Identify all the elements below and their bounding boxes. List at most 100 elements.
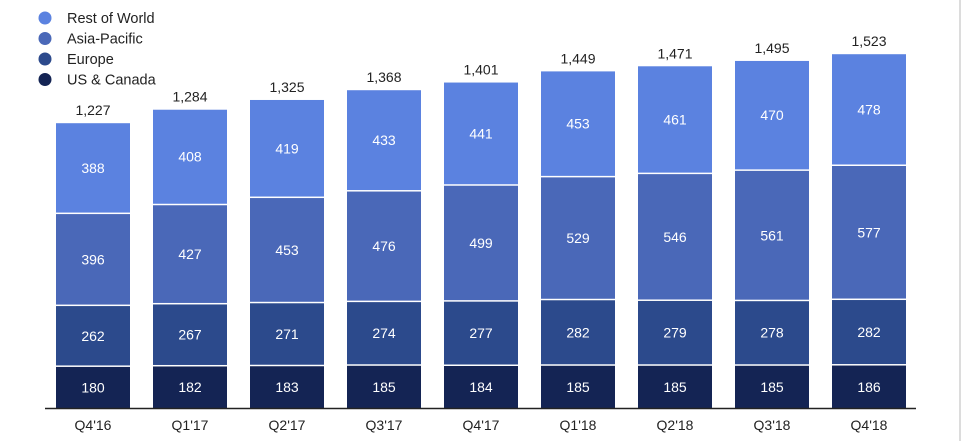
bar-segment-asia-pacific bbox=[153, 205, 227, 303]
legend-label: Europe bbox=[67, 52, 114, 68]
bar-total-label: 1,401 bbox=[463, 62, 498, 78]
legend-swatch bbox=[38, 52, 52, 66]
segment-value-label: 419 bbox=[275, 140, 299, 156]
x-tick-label: Q3'18 bbox=[754, 417, 791, 433]
legend-label: US & Canada bbox=[67, 73, 157, 89]
x-tick-label: Q4'18 bbox=[851, 417, 888, 433]
bar-segment-rest-of-world bbox=[832, 54, 906, 165]
segment-value-label: 184 bbox=[469, 379, 493, 395]
bar-segment-rest-of-world bbox=[444, 82, 518, 185]
segment-value-label: 180 bbox=[81, 379, 105, 395]
x-tick-label: Q3'17 bbox=[366, 417, 403, 433]
segment-value-label: 478 bbox=[857, 101, 881, 117]
bar-total-label: 1,284 bbox=[172, 89, 207, 105]
segment-value-label: 185 bbox=[760, 379, 784, 395]
segment-value-label: 396 bbox=[81, 251, 105, 267]
bar-segment-asia-pacific bbox=[56, 214, 130, 305]
segment-value-label: 408 bbox=[178, 149, 202, 165]
segment-value-label: 388 bbox=[81, 160, 105, 176]
legend: Rest of World Asia-Pacific Europe US & Cana… bbox=[38, 11, 157, 89]
segment-value-label: 185 bbox=[566, 379, 590, 395]
bar-segment-asia-pacific bbox=[541, 177, 615, 299]
segment-value-label: 546 bbox=[663, 229, 687, 245]
segment-value-label: 186 bbox=[857, 379, 881, 395]
bar-segment-us-canada bbox=[444, 366, 518, 408]
x-tick-label: Q1'17 bbox=[172, 417, 209, 433]
bar-total-label: 1,471 bbox=[657, 45, 692, 61]
segment-value-label: 441 bbox=[469, 125, 493, 141]
segment-labels-layer: 180 262 396 388 182 267 427 408 183 271 453 419 185 2… bbox=[81, 101, 881, 395]
segment-value-label: 470 bbox=[760, 107, 784, 123]
bar-segment-us-canada bbox=[153, 366, 227, 408]
segment-value-label: 453 bbox=[275, 242, 299, 258]
bar-segment-rest-of-world bbox=[153, 109, 227, 204]
x-tick-label: Q1'18 bbox=[560, 417, 597, 433]
bar-segment-europe bbox=[153, 304, 227, 365]
legend-item-asia-pacific: Asia-Pacific bbox=[38, 32, 143, 48]
bar-total-label: 1,523 bbox=[851, 33, 886, 49]
legend-swatch bbox=[38, 11, 52, 25]
segment-value-label: 433 bbox=[372, 132, 396, 148]
segment-value-label: 185 bbox=[372, 379, 396, 395]
bar-total-label: 1,449 bbox=[560, 50, 595, 66]
bar-segment-europe bbox=[444, 301, 518, 365]
bar-segment-europe bbox=[347, 302, 421, 365]
segment-value-label: 183 bbox=[275, 379, 299, 395]
bar-segment-rest-of-world bbox=[541, 71, 615, 176]
bar-segment-rest-of-world bbox=[56, 123, 130, 213]
bars-layer bbox=[56, 54, 906, 408]
bar-segment-rest-of-world bbox=[250, 99, 324, 197]
x-axis: Q4'16 Q1'17 Q2'17 Q3'17 Q4'17 Q1'18 Q2'18 Q3'18… bbox=[45, 407, 916, 433]
bar-segment-europe bbox=[832, 300, 906, 365]
legend-item-europe: Europe bbox=[38, 52, 114, 68]
bar-segment-asia-pacific bbox=[347, 191, 421, 301]
bar-segment-us-canada bbox=[347, 365, 421, 408]
segment-value-label: 274 bbox=[372, 325, 396, 341]
segment-value-label: 561 bbox=[760, 227, 784, 243]
frame-edge bbox=[959, 0, 961, 441]
bar-segment-asia-pacific bbox=[638, 174, 712, 300]
x-tick-label: Q2'18 bbox=[657, 417, 694, 433]
bar-segment-europe bbox=[541, 300, 615, 365]
segment-value-label: 453 bbox=[566, 116, 590, 132]
legend-item-us-canada: US & Canada bbox=[38, 73, 157, 89]
segment-value-label: 262 bbox=[81, 328, 105, 344]
bar-segment-europe bbox=[638, 300, 712, 365]
legend-swatch bbox=[38, 32, 52, 45]
bar-segment-asia-pacific bbox=[735, 170, 809, 300]
segment-value-label: 278 bbox=[760, 325, 784, 341]
bar-segment-rest-of-world bbox=[347, 90, 421, 191]
bar-segment-europe bbox=[735, 301, 809, 365]
segment-value-label: 529 bbox=[566, 230, 590, 246]
segment-value-label: 499 bbox=[469, 235, 493, 251]
segment-value-label: 279 bbox=[663, 325, 687, 341]
segment-value-label: 461 bbox=[663, 111, 687, 127]
bar-segment-us-canada bbox=[541, 365, 615, 408]
bar-segment-asia-pacific bbox=[444, 185, 518, 301]
legend-label: Asia-Pacific bbox=[67, 32, 143, 48]
bar-total-label: 1,368 bbox=[366, 69, 401, 85]
bar-segment-asia-pacific bbox=[250, 198, 324, 302]
bar-total-label: 1,227 bbox=[75, 102, 110, 118]
bar-total-label: 1,495 bbox=[754, 40, 789, 56]
x-tick-label: Q4'17 bbox=[463, 417, 500, 433]
x-tick-label: Q2'17 bbox=[269, 417, 306, 433]
segment-value-label: 476 bbox=[372, 238, 396, 254]
bar-segment-us-canada bbox=[832, 365, 906, 408]
bar-segment-europe bbox=[250, 303, 324, 365]
legend-label: Rest of World bbox=[67, 11, 155, 27]
segment-value-label: 282 bbox=[857, 324, 881, 340]
bar-segment-rest-of-world bbox=[735, 60, 809, 170]
legend-item-rest-of-world: Rest of World bbox=[38, 11, 155, 27]
segment-value-label: 182 bbox=[178, 379, 202, 395]
segment-value-label: 282 bbox=[566, 324, 590, 340]
bar-segment-us-canada bbox=[638, 365, 712, 408]
segment-value-label: 277 bbox=[469, 325, 493, 341]
x-tick-label: Q4'16 bbox=[75, 417, 112, 433]
bar-segment-us-canada bbox=[250, 366, 324, 408]
segment-value-label: 271 bbox=[275, 326, 299, 342]
bar-segment-asia-pacific bbox=[832, 165, 906, 299]
segment-value-label: 267 bbox=[178, 327, 202, 343]
